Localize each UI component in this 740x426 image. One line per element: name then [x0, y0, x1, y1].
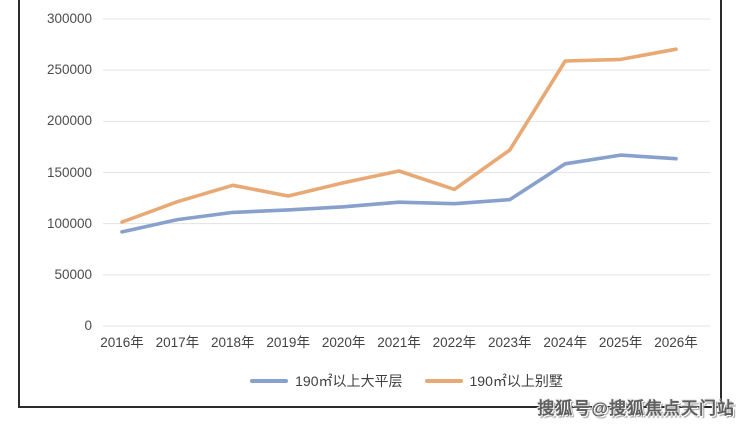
legend-item-villas: 190㎡以上别墅 — [424, 371, 563, 391]
x-tick-label: 2023年 — [488, 335, 532, 350]
x-tick-label: 2021年 — [377, 335, 421, 350]
legend-line-swatch-villas — [424, 379, 463, 383]
x-tick-label: 2026年 — [654, 335, 698, 350]
chart-border-frame — [18, 0, 722, 408]
y-tick-label: 0 — [84, 318, 92, 333]
y-tick-label: 300000 — [46, 11, 92, 26]
y-tick-label: 50000 — [54, 266, 92, 282]
x-tick-label: 2024年 — [543, 335, 587, 350]
x-tick-label: 2025年 — [598, 335, 643, 350]
y-tick-label: 250000 — [46, 62, 92, 78]
series-lines — [120, 47, 678, 234]
legend-label-flats: 190㎡以上大平层 — [295, 373, 403, 389]
x-tick-label: 2020年 — [321, 335, 366, 350]
legend-label-villas: 190㎡以上别墅 — [469, 373, 563, 389]
x-tick-label: 2022年 — [432, 335, 477, 350]
x-tick-label: 2019年 — [266, 335, 310, 350]
y-tick-label: 150000 — [46, 164, 92, 180]
x-tick-label: 2017年 — [155, 335, 200, 350]
y-tick-label: 200000 — [46, 113, 92, 129]
x-tick-label: 2016年 — [100, 335, 144, 350]
x-tick-label: 2018年 — [211, 335, 255, 350]
legend-line-swatch-flats — [250, 379, 289, 383]
series-line-0 — [120, 153, 678, 234]
legend: 190㎡以上大平层 190㎡以上别墅 — [103, 371, 710, 391]
watermark-text: 搜狐号@搜狐焦点天门站 — [537, 399, 735, 418]
series-line-1 — [120, 47, 678, 224]
y-tick-label: 100000 — [46, 215, 92, 231]
legend-item-flats: 190㎡以上大平层 — [250, 371, 403, 391]
